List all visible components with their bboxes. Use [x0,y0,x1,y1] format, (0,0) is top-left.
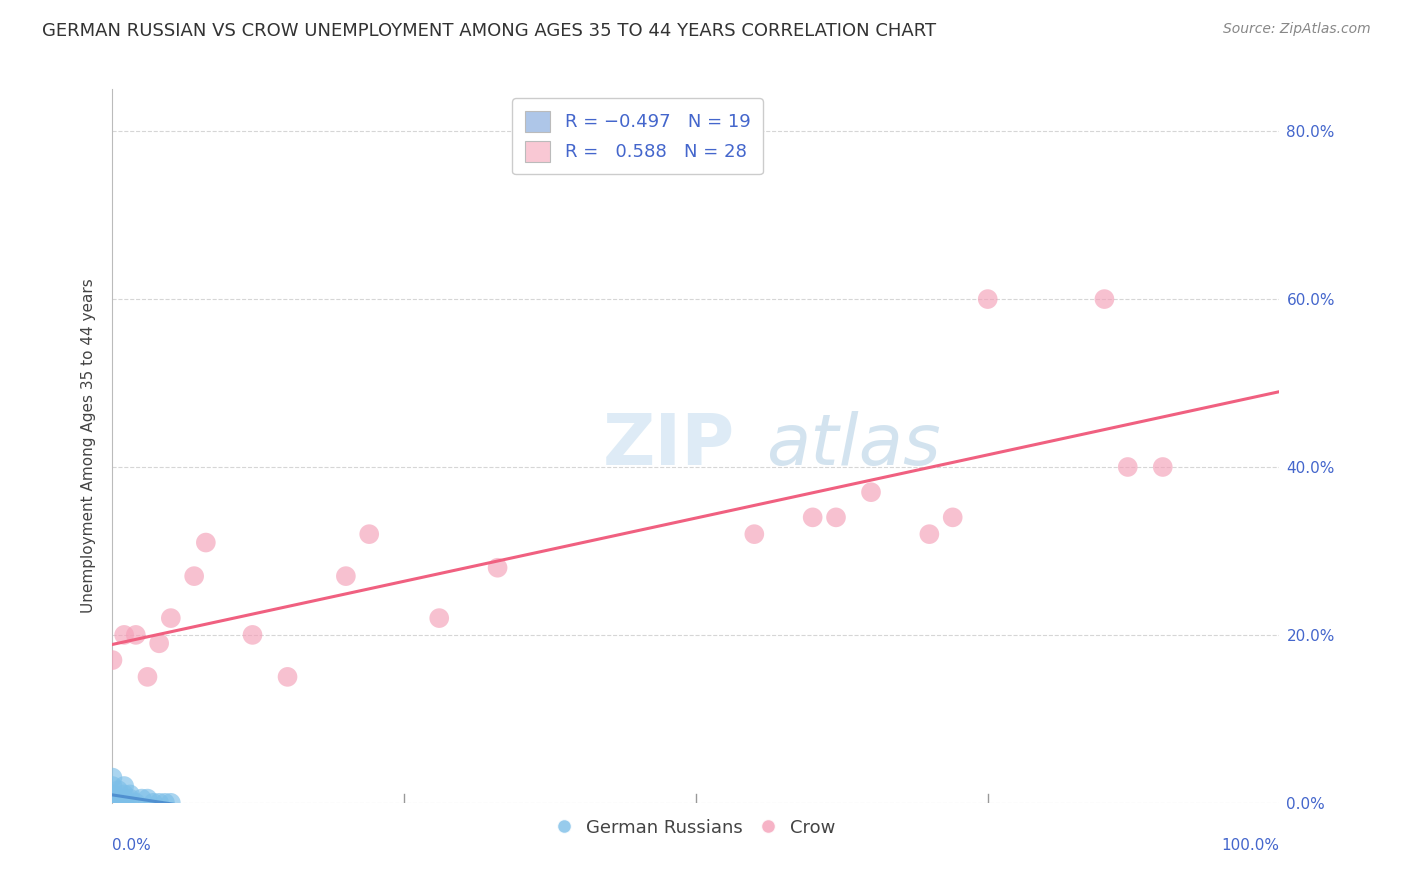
Point [183,569,205,583]
Point [160,611,183,625]
Point [112,788,135,802]
Point [101,796,124,810]
Point [242,628,264,642]
Y-axis label: Unemployment Among Ages 35 to 44 years: Unemployment Among Ages 35 to 44 years [80,278,96,614]
Point [976,292,998,306]
Text: 0.0%: 0.0% [112,838,152,854]
Point [136,791,159,805]
Point [148,796,170,810]
Point [112,791,135,805]
Point [101,796,124,810]
Point [918,527,941,541]
Legend: German Russians, Crow: German Russians, Crow [550,812,842,844]
Text: GERMAN RUSSIAN VS CROW UNEMPLOYMENT AMONG AGES 35 TO 44 YEARS CORRELATION CHART: GERMAN RUSSIAN VS CROW UNEMPLOYMENT AMON… [42,22,936,40]
Point [153,796,176,810]
Point [160,796,183,810]
Point [112,796,135,810]
Point [825,510,848,524]
Point [107,796,129,810]
Point [942,510,965,524]
Point [1094,292,1116,306]
Point [101,779,124,793]
Point [101,653,124,667]
Text: Source: ZipAtlas.com: Source: ZipAtlas.com [1223,22,1371,37]
Point [101,788,124,802]
Point [744,527,766,541]
Point [427,611,450,625]
Point [486,560,509,574]
Point [125,628,148,642]
Point [107,783,129,797]
Point [194,535,217,549]
Text: 100.0%: 100.0% [1222,838,1279,854]
Point [118,788,141,802]
Point [101,771,124,785]
Point [359,527,381,541]
Point [801,510,824,524]
Point [148,636,170,650]
Point [118,791,141,805]
Point [107,796,129,810]
Point [112,779,135,793]
Point [142,796,165,810]
Point [112,628,135,642]
Point [101,796,124,810]
Point [131,791,153,805]
Point [125,796,148,810]
Text: atlas: atlas [766,411,941,481]
Point [335,569,357,583]
Point [276,670,298,684]
Point [860,485,883,500]
Point [101,788,124,802]
Point [1152,460,1174,475]
Point [136,670,159,684]
Point [101,788,124,802]
Point [1116,460,1139,475]
Text: ZIP: ZIP [603,411,735,481]
